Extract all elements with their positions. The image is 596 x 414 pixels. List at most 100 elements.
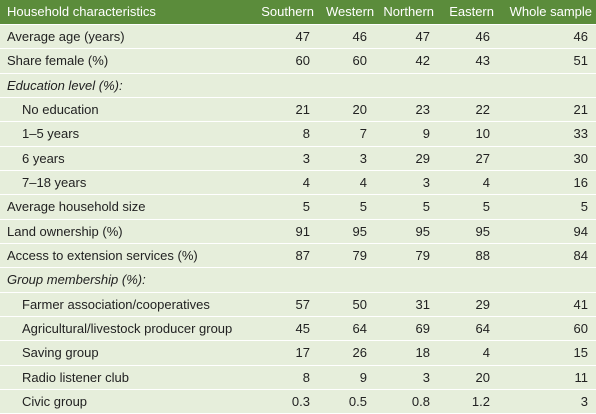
cell-value: 46 [438, 24, 498, 50]
cell-value: 3 [375, 365, 438, 391]
cell-value: 46 [498, 24, 596, 50]
row-label: Agricultural/livestock producer group [0, 316, 245, 342]
table-row: 1–5 years 8 7 9 10 33 [0, 121, 596, 147]
section-label: Group membership (%): [0, 267, 596, 293]
cell-value: 3 [318, 146, 375, 171]
row-label: Average household size [0, 194, 245, 220]
cell-value: 4 [438, 170, 498, 196]
cell-value: 79 [375, 243, 438, 269]
cell-value: 15 [498, 340, 596, 366]
cell-value: 20 [438, 365, 498, 391]
cell-value: 60 [498, 316, 596, 342]
row-label: No education [0, 97, 245, 123]
row-label: Radio listener club [0, 365, 245, 391]
table-body: Average age (years) 47 46 47 46 46 Share femal… [0, 24, 596, 414]
row-label: Share female (%) [0, 48, 245, 74]
cell-value: 95 [375, 219, 438, 244]
cell-value: 9 [318, 365, 375, 391]
cell-value: 8 [245, 365, 318, 391]
cell-value: 87 [245, 243, 318, 269]
table-row: Agricultural/livestock producer group 45 6… [0, 316, 596, 342]
row-label: Land ownership (%) [0, 219, 245, 244]
cell-value: 0.8 [375, 389, 438, 414]
cell-value: 33 [498, 121, 596, 147]
cell-value: 64 [438, 316, 498, 342]
cell-value: 26 [318, 340, 375, 366]
cell-value: 0.3 [245, 389, 318, 414]
cell-value: 31 [375, 292, 438, 317]
section-row: Education level (%): [0, 73, 596, 98]
row-label: Farmer association/cooperatives [0, 292, 245, 317]
cell-value: 42 [375, 48, 438, 74]
cell-value: 3 [375, 170, 438, 196]
cell-value: 5 [375, 194, 438, 220]
cell-value: 3 [498, 389, 596, 414]
table-row: Access to extension services (%) 87 79 79 88… [0, 243, 596, 269]
table-row: Land ownership (%) 91 95 95 95 94 [0, 219, 596, 244]
section-row: Group membership (%): [0, 267, 596, 293]
cell-value: 4 [318, 170, 375, 196]
cell-value: 5 [438, 194, 498, 220]
column-header: Western [318, 0, 375, 25]
cell-value: 95 [438, 219, 498, 244]
cell-value: 23 [375, 97, 438, 123]
row-label: 6 years [0, 146, 245, 171]
cell-value: 21 [245, 97, 318, 123]
cell-value: 16 [498, 170, 596, 196]
cell-value: 7 [318, 121, 375, 147]
cell-value: 51 [498, 48, 596, 74]
cell-value: 95 [318, 219, 375, 244]
column-header: Whole sample [498, 0, 596, 25]
cell-value: 22 [438, 97, 498, 123]
row-label: 7–18 years [0, 170, 245, 196]
cell-value: 5 [318, 194, 375, 220]
table-row: Share female (%) 60 60 42 43 51 [0, 48, 596, 74]
cell-value: 0.5 [318, 389, 375, 414]
cell-value: 64 [318, 316, 375, 342]
table-row: Radio listener club 8 9 3 20 11 [0, 365, 596, 391]
cell-value: 47 [375, 24, 438, 50]
cell-value: 69 [375, 316, 438, 342]
cell-value: 60 [318, 48, 375, 74]
cell-value: 20 [318, 97, 375, 123]
row-label: 1–5 years [0, 121, 245, 147]
cell-value: 84 [498, 243, 596, 269]
table-row: No education 21 20 23 22 21 [0, 97, 596, 123]
column-header: Northern [375, 0, 438, 25]
table-row: 6 years 3 3 29 27 30 [0, 146, 596, 171]
cell-value: 4 [245, 170, 318, 196]
cell-value: 88 [438, 243, 498, 269]
cell-value: 94 [498, 219, 596, 244]
row-label: Saving group [0, 340, 245, 366]
table-row: Saving group 17 26 18 4 15 [0, 340, 596, 366]
row-label: Access to extension services (%) [0, 243, 245, 269]
section-label: Education level (%): [0, 73, 596, 98]
cell-value: 4 [438, 340, 498, 366]
cell-value: 10 [438, 121, 498, 147]
table-row: Average age (years) 47 46 47 46 46 [0, 24, 596, 50]
cell-value: 60 [245, 48, 318, 74]
table-row: Average household size 5 5 5 5 5 [0, 194, 596, 220]
table-row: 7–18 years 4 4 3 4 16 [0, 170, 596, 196]
cell-value: 1.2 [438, 389, 498, 414]
table-row: Civic group 0.3 0.5 0.8 1.2 3 [0, 389, 596, 414]
row-label: Civic group [0, 389, 245, 414]
row-label: Average age (years) [0, 24, 245, 50]
cell-value: 47 [245, 24, 318, 50]
cell-value: 5 [498, 194, 596, 220]
cell-value: 30 [498, 146, 596, 171]
column-header: Southern [245, 0, 318, 25]
cell-value: 41 [498, 292, 596, 317]
column-header: Eastern [438, 0, 498, 25]
cell-value: 57 [245, 292, 318, 317]
cell-value: 46 [318, 24, 375, 50]
cell-value: 45 [245, 316, 318, 342]
table-row: Farmer association/cooperatives 57 50 31 29 4… [0, 292, 596, 317]
cell-value: 17 [245, 340, 318, 366]
cell-value: 3 [245, 146, 318, 171]
cell-value: 43 [438, 48, 498, 74]
column-header: Household characteristics [0, 0, 245, 25]
cell-value: 91 [245, 219, 318, 244]
